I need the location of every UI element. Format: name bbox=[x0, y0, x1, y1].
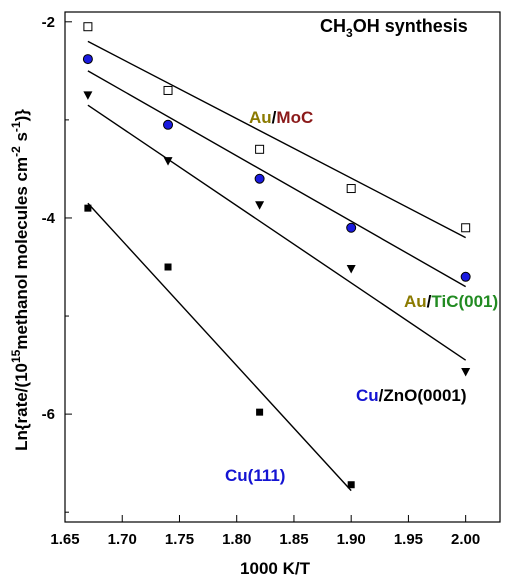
series-label-au-moc: Au/MoC bbox=[249, 108, 313, 127]
x-tick-label: 1.95 bbox=[394, 531, 423, 548]
data-point-au-moc bbox=[163, 85, 173, 95]
plot-area-border bbox=[64, 11, 501, 523]
x-tick-label: 1.75 bbox=[165, 531, 194, 548]
x-tick-label: 1.80 bbox=[222, 531, 251, 548]
data-point-au-tic bbox=[254, 173, 265, 184]
data-point-cu-zno bbox=[346, 264, 356, 274]
data-point-cu-111 bbox=[84, 204, 92, 212]
data-points bbox=[82, 22, 471, 489]
y-tick-label: -4 bbox=[42, 210, 56, 227]
series-label-cu-111: Cu(111) bbox=[225, 466, 285, 485]
axis-ticks: 1.65 1.70 1.75 1.80 1.85 1.90 1.95 2.00 -2 -4 -6 bbox=[42, 14, 481, 548]
chart-title: CH3OH synthesis bbox=[320, 16, 468, 40]
data-point-au-tic bbox=[460, 271, 471, 282]
data-point-cu-zno bbox=[255, 201, 265, 210]
data-point-au-moc bbox=[83, 22, 93, 32]
data-point-au-tic bbox=[82, 54, 93, 65]
data-point-cu-zno bbox=[163, 157, 173, 166]
series-label-au-tic: Au/TiC(001) bbox=[404, 292, 498, 311]
data-point-cu-111 bbox=[256, 408, 264, 416]
data-point-au-tic bbox=[346, 222, 357, 233]
data-point-au-moc bbox=[346, 184, 356, 194]
fit-line-au-tic bbox=[87, 70, 467, 288]
fit-line-au-moc bbox=[87, 40, 466, 239]
x-tick-label: 1.65 bbox=[50, 531, 79, 548]
x-tick-label: 2.00 bbox=[451, 531, 480, 548]
x-axis-title: 1000 K/T bbox=[240, 559, 311, 578]
y-tick-label: -2 bbox=[42, 14, 55, 31]
data-point-au-moc bbox=[255, 144, 265, 154]
y-tick-label: -6 bbox=[42, 406, 55, 423]
data-point-au-tic bbox=[163, 119, 174, 130]
fit-lines bbox=[87, 40, 467, 492]
data-point-cu-zno bbox=[461, 367, 471, 377]
data-point-au-moc bbox=[461, 223, 471, 233]
data-point-cu-zno bbox=[83, 91, 93, 100]
plot-frame bbox=[64, 11, 501, 523]
fit-line-cu-zno bbox=[87, 104, 467, 361]
fit-line-cu-111 bbox=[87, 202, 352, 492]
x-tick-label: 1.90 bbox=[337, 531, 366, 548]
data-point-cu-111 bbox=[164, 263, 172, 271]
series-label-cu-zno: Cu/ZnO(0001) bbox=[356, 386, 467, 405]
y-axis-title: Ln{rate/(1015methanol molecules cm-2 s-1… bbox=[9, 109, 31, 451]
x-tick-label: 1.85 bbox=[279, 531, 308, 548]
data-point-cu-111 bbox=[347, 481, 355, 489]
x-tick-label: 1.70 bbox=[108, 531, 137, 548]
